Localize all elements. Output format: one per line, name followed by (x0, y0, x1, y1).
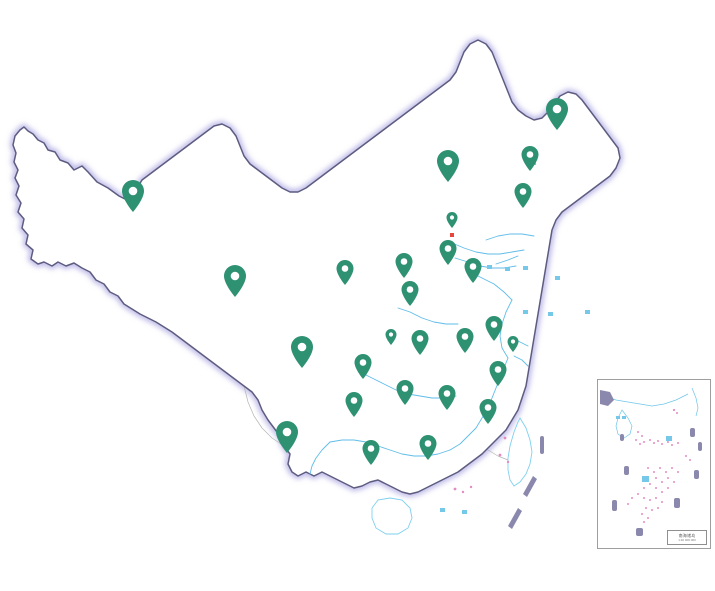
map-pin-guiyang[interactable] (345, 392, 363, 417)
map-pin-xining[interactable] (385, 329, 397, 345)
inset-basemap (600, 387, 702, 536)
map-pin-nanchang[interactable] (464, 258, 482, 283)
map-pin-yinchuan[interactable] (395, 253, 413, 278)
map-pin-jinan[interactable] (456, 328, 474, 353)
map-pin-hangzhou[interactable] (489, 361, 507, 386)
inset-scale-title: 南海诸岛 (678, 532, 696, 538)
inset-scale-label: 南海诸岛 1:40 000 000 (667, 530, 707, 545)
map-pin-shanghai[interactable] (507, 336, 519, 352)
capital-marker-beijing (450, 233, 454, 237)
map-pin-chengdu[interactable] (291, 336, 313, 368)
map-pin-nanning[interactable] (362, 440, 380, 465)
map-pin-taiyuan[interactable] (411, 330, 429, 355)
national-border (12, 39, 621, 495)
map-pin-changsha[interactable] (396, 380, 414, 405)
map-pin-wuhan[interactable] (438, 385, 456, 410)
map-pin-changchun[interactable] (514, 183, 532, 208)
map-pin-hefei[interactable] (479, 399, 497, 424)
map-pin-hohhot[interactable] (401, 281, 419, 306)
map-pin-zhengzhou[interactable] (439, 240, 457, 265)
south-china-sea-inset: 南海诸岛 1:40 000 000 (597, 379, 711, 549)
map-pin-urumqi[interactable] (122, 180, 144, 212)
island-slivers (508, 436, 544, 529)
map-pin-nanjing[interactable] (485, 316, 503, 341)
map-pin-harbin[interactable] (546, 98, 568, 130)
island-outlines (371, 417, 533, 535)
island-dots (453, 436, 510, 494)
map-pin-fuzhou[interactable] (437, 150, 459, 182)
map-pin-guangzhou[interactable] (419, 435, 437, 460)
inset-scale-value: 1:40 000 000 (678, 537, 696, 542)
map-pin-shenyang[interactable] (521, 146, 539, 171)
map-pin-lanzhou[interactable] (336, 260, 354, 285)
map-pin-kunming[interactable] (276, 421, 298, 453)
map-pin-lhasa[interactable] (224, 265, 246, 297)
map-pin-shijiazhuang[interactable] (446, 212, 458, 228)
map-pin-xian[interactable] (354, 354, 372, 379)
